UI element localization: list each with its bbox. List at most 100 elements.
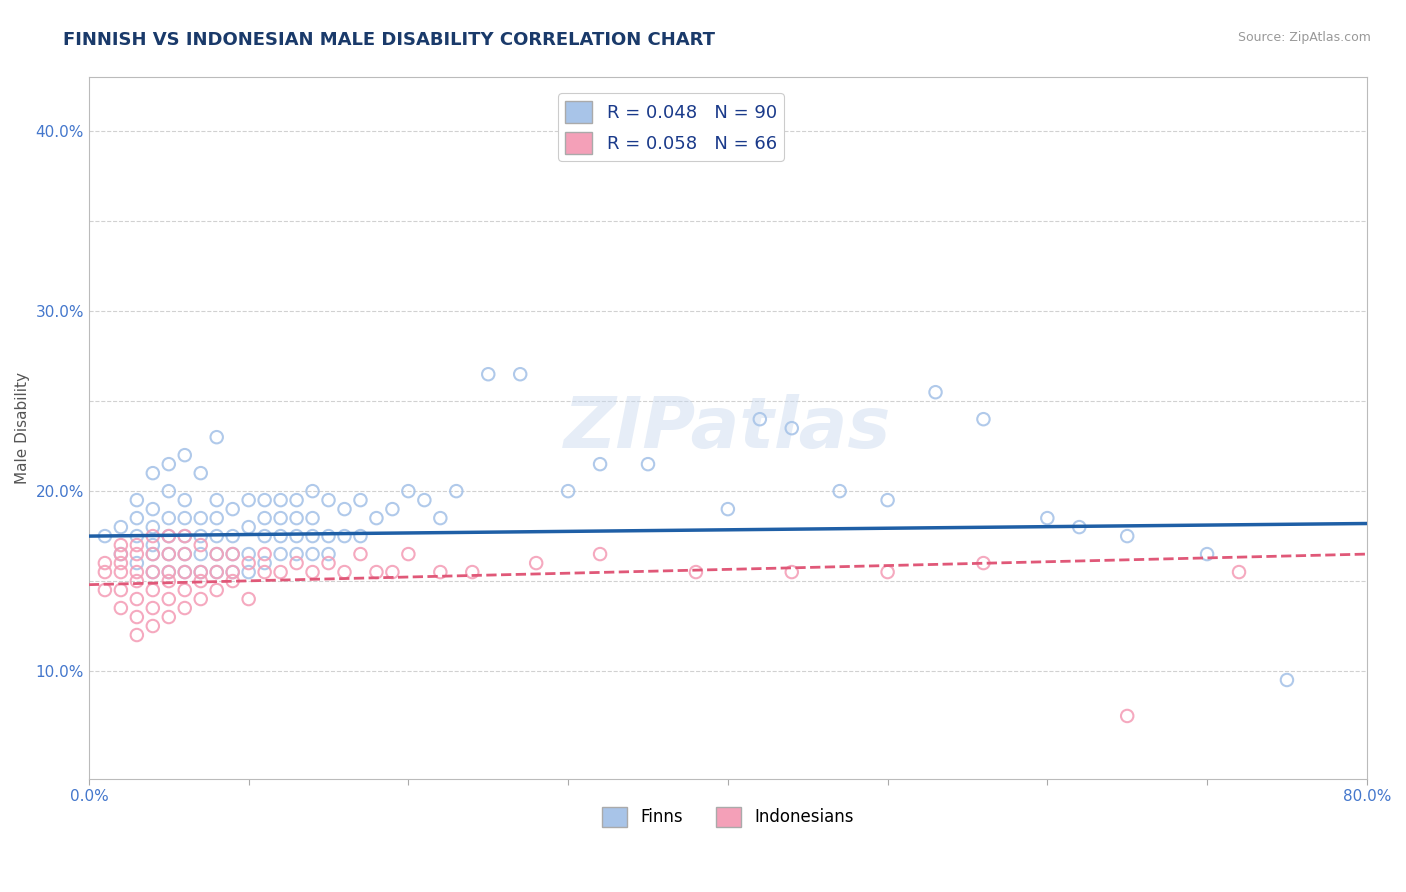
- Point: [125, 538, 148, 552]
- Point: [125, 610, 148, 624]
- Point: [780, 421, 803, 435]
- Point: [157, 457, 180, 471]
- Point: [221, 502, 243, 516]
- Text: ZIPatlas: ZIPatlas: [564, 393, 891, 463]
- Point: [557, 484, 579, 499]
- Point: [238, 556, 260, 570]
- Point: [637, 457, 659, 471]
- Point: [301, 511, 323, 525]
- Point: [125, 628, 148, 642]
- Point: [366, 511, 388, 525]
- Point: [205, 430, 228, 444]
- Point: [396, 547, 419, 561]
- Point: [1197, 547, 1219, 561]
- Point: [157, 565, 180, 579]
- Point: [205, 583, 228, 598]
- Point: [142, 619, 165, 633]
- Point: [205, 493, 228, 508]
- Point: [94, 565, 117, 579]
- Point: [349, 547, 371, 561]
- Point: [301, 529, 323, 543]
- Point: [221, 547, 243, 561]
- Point: [173, 511, 195, 525]
- Point: [477, 368, 499, 382]
- Point: [125, 529, 148, 543]
- Point: [253, 547, 276, 561]
- Point: [238, 520, 260, 534]
- Point: [876, 493, 898, 508]
- Point: [173, 493, 195, 508]
- Point: [173, 601, 195, 615]
- Point: [238, 592, 260, 607]
- Point: [333, 565, 356, 579]
- Point: [173, 565, 195, 579]
- Point: [270, 511, 292, 525]
- Point: [157, 484, 180, 499]
- Point: [125, 493, 148, 508]
- Point: [429, 565, 451, 579]
- Point: [157, 592, 180, 607]
- Point: [173, 448, 195, 462]
- Point: [285, 511, 308, 525]
- Point: [205, 547, 228, 561]
- Point: [205, 547, 228, 561]
- Point: [253, 565, 276, 579]
- Point: [301, 547, 323, 561]
- Point: [524, 556, 547, 570]
- Point: [301, 565, 323, 579]
- Point: [270, 547, 292, 561]
- Point: [142, 565, 165, 579]
- Point: [318, 556, 340, 570]
- Point: [125, 574, 148, 588]
- Point: [285, 493, 308, 508]
- Point: [142, 565, 165, 579]
- Point: [253, 511, 276, 525]
- Point: [285, 547, 308, 561]
- Point: [780, 565, 803, 579]
- Point: [173, 547, 195, 561]
- Point: [173, 547, 195, 561]
- Point: [94, 529, 117, 543]
- Point: [157, 610, 180, 624]
- Point: [1116, 529, 1139, 543]
- Point: [190, 538, 212, 552]
- Point: [221, 547, 243, 561]
- Point: [238, 565, 260, 579]
- Point: [142, 547, 165, 561]
- Point: [318, 493, 340, 508]
- Point: [221, 529, 243, 543]
- Point: [876, 565, 898, 579]
- Point: [381, 502, 404, 516]
- Point: [190, 565, 212, 579]
- Point: [1227, 565, 1250, 579]
- Point: [110, 547, 132, 561]
- Point: [509, 368, 531, 382]
- Point: [125, 592, 148, 607]
- Point: [110, 556, 132, 570]
- Point: [366, 565, 388, 579]
- Point: [717, 502, 740, 516]
- Point: [381, 565, 404, 579]
- Point: [125, 511, 148, 525]
- Point: [157, 547, 180, 561]
- Point: [1069, 520, 1091, 534]
- Point: [301, 484, 323, 499]
- Legend: Finns, Indonesians: Finns, Indonesians: [595, 800, 860, 834]
- Point: [190, 466, 212, 480]
- Point: [205, 511, 228, 525]
- Point: [349, 529, 371, 543]
- Point: [318, 529, 340, 543]
- Point: [110, 601, 132, 615]
- Text: Source: ZipAtlas.com: Source: ZipAtlas.com: [1237, 31, 1371, 45]
- Text: FINNISH VS INDONESIAN MALE DISABILITY CORRELATION CHART: FINNISH VS INDONESIAN MALE DISABILITY CO…: [63, 31, 716, 49]
- Point: [253, 556, 276, 570]
- Point: [429, 511, 451, 525]
- Point: [221, 574, 243, 588]
- Point: [173, 529, 195, 543]
- Point: [253, 529, 276, 543]
- Point: [205, 565, 228, 579]
- Point: [125, 547, 148, 561]
- Point: [110, 520, 132, 534]
- Point: [318, 547, 340, 561]
- Point: [1275, 673, 1298, 687]
